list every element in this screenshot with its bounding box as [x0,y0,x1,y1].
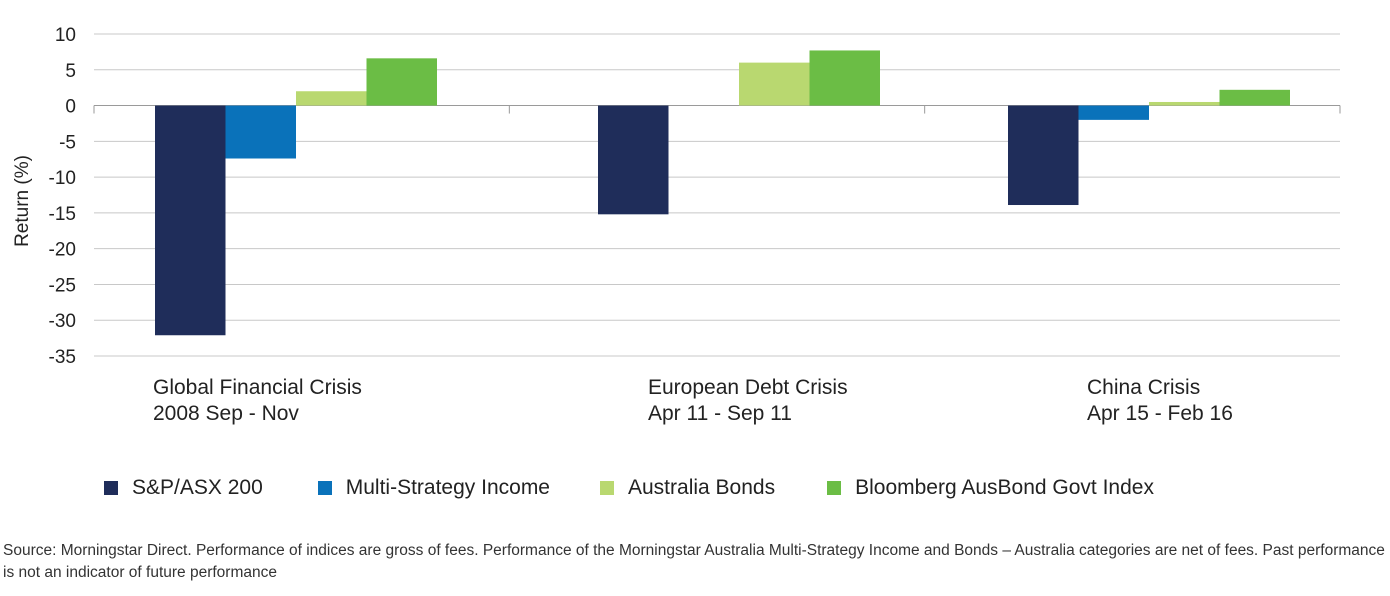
y-tick-label: -30 [49,311,76,332]
y-tick-label: 5 [65,61,76,82]
legend-label: Bloomberg AusBond Govt Index [855,476,1154,499]
category-label: Global Financial Crisis 2008 Sep - Nov [153,376,362,425]
y-tick-label: -15 [49,204,76,225]
bar [366,58,437,106]
legend-label: Multi-Strategy Income [345,476,550,499]
category-label: European Debt Crisis Apr 11 - Sep 11 [648,376,848,425]
legend: S&P/ASX 200 Multi-Strategy Income Australi… [104,476,1154,500]
legend-swatch [827,481,842,495]
bar [739,62,810,106]
bar [1078,105,1149,120]
category-labels: Global Financial Crisis 2008 Sep - Nov Eur… [153,376,1233,425]
gridlines [93,33,1341,357]
y-tick-label: -10 [49,168,76,189]
bar [296,91,367,106]
bar [809,50,880,106]
y-tick-label: -5 [59,132,76,153]
category-label-line: Apr 15 - Feb 16 [1087,402,1233,425]
bar [598,105,669,215]
category-label-line: Apr 11 - Sep 11 [648,402,792,425]
y-tick-label: -35 [49,347,76,368]
y-tick-label: -20 [49,240,76,261]
bar [1219,89,1290,106]
category-label-line: European Debt Crisis [648,376,848,399]
legend-item: Multi-Strategy Income [317,476,550,500]
category-label-line: 2008 Sep - Nov [153,402,299,425]
bar [155,105,226,336]
legend-swatch [600,481,614,495]
source-note: Source: Morningstar Direct. Performance … [3,542,1385,581]
bar [1149,101,1220,106]
legend-item: Bloomberg AusBond Govt Index [827,476,1154,500]
bar [1008,105,1079,206]
legend-swatch [104,481,118,495]
y-axis-ticks: 10 5 0 -5 -10 -15 -20 -25 -30 -35 [49,25,76,368]
legend-label: Australia Bonds [628,476,776,499]
legend-item: Australia Bonds [600,476,775,500]
y-tick-label: 0 [65,97,76,118]
category-label-line: China Crisis [1087,376,1200,399]
category-label: China Crisis Apr 15 - Feb 16 [1087,376,1233,425]
legend-item: S&P/ASX 200 [104,476,263,500]
y-tick-label: -25 [49,275,76,296]
bars [155,50,1290,336]
y-tick-label: 10 [55,25,76,46]
bar [225,105,296,159]
y-axis-label: Return (%) [12,155,33,247]
legend-label: S&P/ASX 200 [132,476,263,499]
legend-swatch [317,481,332,495]
bar-chart: 10 5 0 -5 -10 -15 -20 -25 -30 -35 Global Financia… [12,25,1341,425]
category-label-line: Global Financial Crisis [153,376,362,399]
